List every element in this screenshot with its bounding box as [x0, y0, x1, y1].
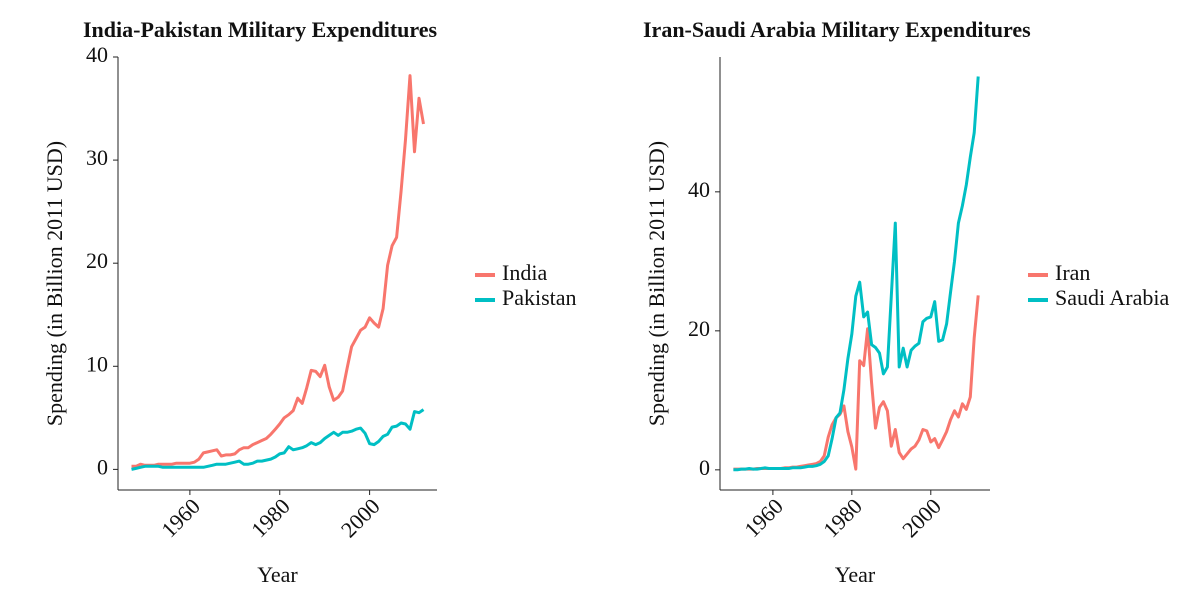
y-tick-label: 0	[699, 455, 710, 480]
y-tick-label: 20	[86, 248, 108, 273]
y-tick-label: 0	[97, 454, 108, 479]
x-axis-label: Year	[257, 562, 298, 587]
line-series	[131, 408, 425, 471]
y-tick-label: 40	[86, 42, 108, 67]
x-tick-label: 1960	[739, 493, 788, 542]
x-tick-label: 1980	[246, 493, 295, 542]
y-axis-label: Spending (in Billion 2011 USD)	[42, 141, 67, 426]
line-series	[131, 74, 425, 468]
y-tick-label: 20	[688, 316, 710, 341]
x-tick-label: 2000	[897, 493, 946, 542]
legend-label: India	[502, 260, 547, 285]
line-series	[733, 295, 980, 471]
legend-label: Pakistan	[502, 285, 577, 310]
x-tick-label: 1960	[156, 493, 205, 542]
x-axis-label: Year	[835, 562, 876, 587]
line-series	[733, 76, 980, 472]
y-tick-label: 40	[688, 177, 710, 202]
chart-title: Iran-Saudi Arabia Military Expenditures	[643, 17, 1031, 42]
x-tick-label: 1980	[818, 493, 867, 542]
chart-title: India-Pakistan Military Expenditures	[83, 17, 438, 42]
legend-label: Iran	[1055, 260, 1090, 285]
y-tick-label: 30	[86, 145, 108, 170]
legend-label: Saudi Arabia	[1055, 285, 1169, 310]
y-tick-label: 10	[86, 351, 108, 376]
y-axis-label: Spending (in Billion 2011 USD)	[644, 141, 669, 426]
x-tick-label: 2000	[336, 493, 385, 542]
